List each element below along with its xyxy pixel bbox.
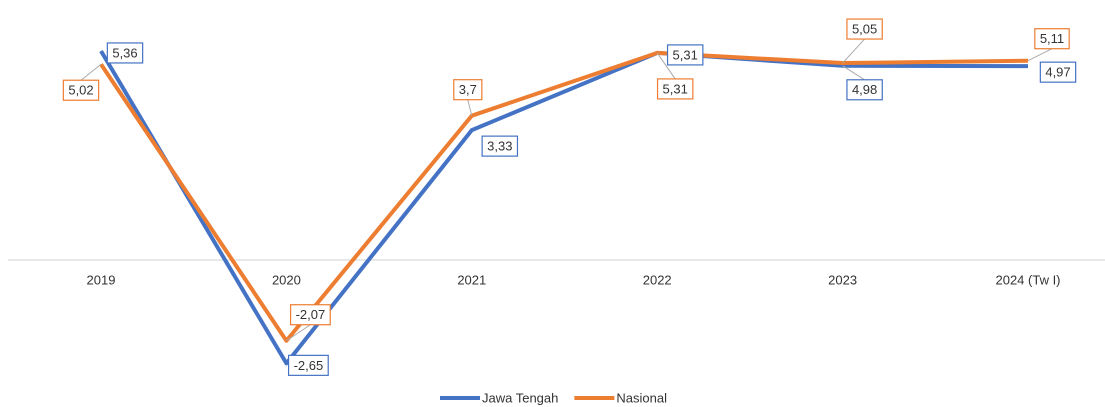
value-label: 4,97 (1045, 65, 1070, 80)
value-label-box (106, 42, 144, 64)
x-tick-label: 2019 (87, 272, 116, 287)
x-tick-label: 2020 (272, 272, 301, 287)
value-label: 4,98 (852, 82, 877, 97)
series-line (99, 50, 1029, 343)
x-tick-label: 2023 (828, 272, 857, 287)
value-label-box (481, 135, 519, 157)
value-label-box (1034, 28, 1070, 50)
value-label: 3,33 (487, 139, 512, 154)
value-label: 5,36 (112, 45, 137, 60)
leader-line (1027, 48, 1053, 62)
leader-line (80, 63, 102, 81)
leader-line (842, 65, 865, 81)
value-label: -2,07 (296, 307, 326, 322)
legend-label: Nasional (616, 390, 667, 405)
series-line (99, 49, 1029, 366)
x-tick-label: 2024 (Tw I) (995, 272, 1060, 287)
value-label-box (656, 78, 694, 100)
value-label-box (666, 44, 704, 66)
legend-label: Jawa Tengah (482, 390, 558, 405)
leader-line (286, 324, 311, 342)
value-label-box (846, 79, 883, 101)
value-label: 5,11 (1040, 31, 1064, 46)
value-label-box (62, 79, 100, 101)
value-label-box (453, 79, 483, 101)
value-label: 3,7 (459, 82, 477, 97)
x-tick-label: 2022 (643, 272, 672, 287)
value-label-box (287, 354, 329, 376)
value-label: 5,02 (68, 83, 93, 98)
leader-line (842, 38, 865, 64)
leader-line (467, 99, 473, 116)
value-label: 5,31 (663, 81, 688, 96)
leader-line (656, 52, 676, 80)
value-label-box (846, 18, 883, 40)
value-label-box (289, 304, 331, 326)
value-label-box (1039, 61, 1077, 83)
x-tick-label: 2021 (457, 272, 486, 287)
value-label: -2,65 (294, 358, 324, 373)
value-label: 5,31 (673, 47, 698, 62)
value-label: 5,05 (852, 21, 877, 36)
